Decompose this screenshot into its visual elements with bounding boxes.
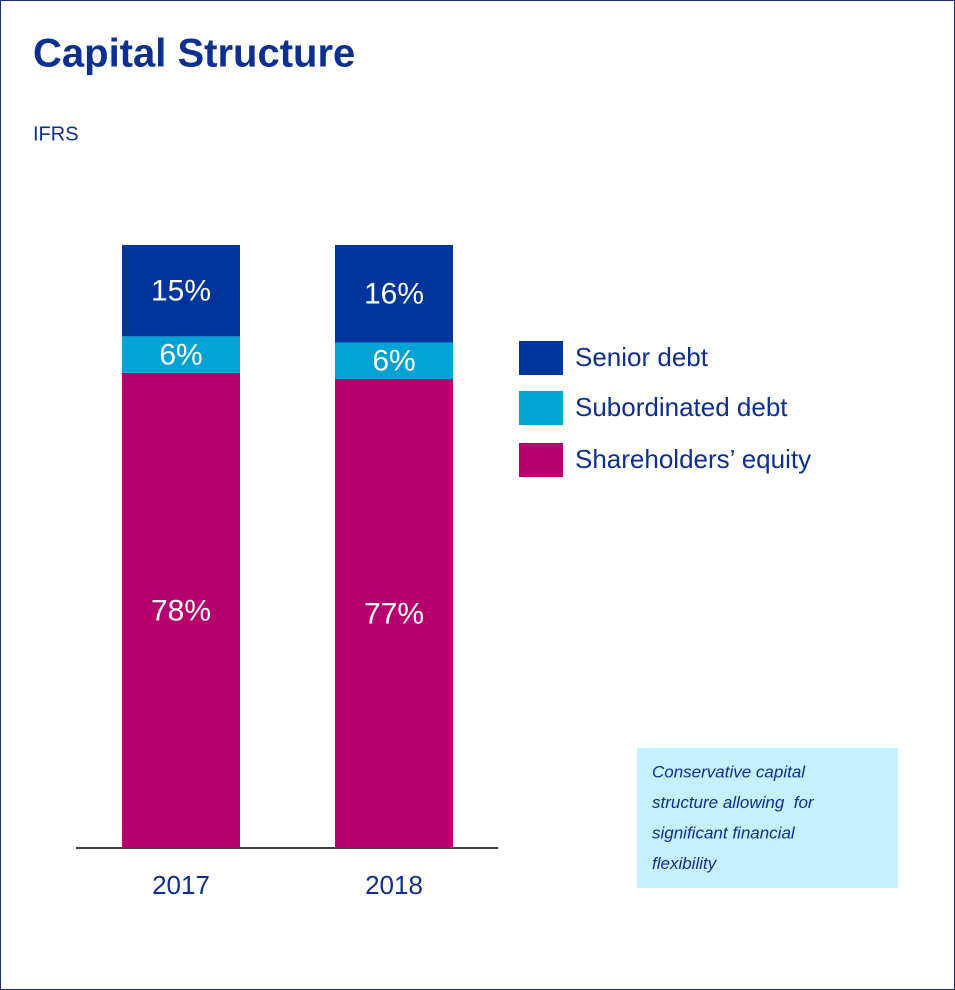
chart-title: Capital Structure (33, 32, 355, 76)
data-label: 6% (159, 339, 202, 372)
legend-swatch (519, 341, 563, 375)
note-text: Conservative capital (652, 762, 806, 781)
bar-segment (122, 245, 240, 337)
bar-segment (335, 245, 453, 343)
data-label: 78% (151, 594, 211, 627)
note-box (637, 748, 898, 888)
bar-segment (335, 379, 453, 848)
data-label: 16% (364, 278, 424, 311)
note-text: structure allowing for (652, 793, 815, 812)
data-label: 6% (372, 345, 415, 378)
note-text: significant financial (652, 823, 796, 842)
note-text: flexibility (652, 854, 718, 873)
legend-swatch (519, 391, 563, 425)
legend-label: Shareholders’ equity (575, 444, 811, 474)
legend-swatch (519, 443, 563, 477)
chart-subtitle: IFRS (33, 123, 79, 145)
legend-label: Senior debt (575, 342, 709, 372)
legend-label: Subordinated debt (575, 392, 788, 422)
bar-segment (122, 372, 240, 848)
bar-segment (122, 336, 240, 373)
x-tick-label: 2017 (152, 870, 210, 900)
data-label: 15% (151, 275, 211, 308)
x-tick-label: 2018 (365, 870, 423, 900)
data-label: 77% (364, 597, 424, 630)
bar-segment (335, 342, 453, 379)
